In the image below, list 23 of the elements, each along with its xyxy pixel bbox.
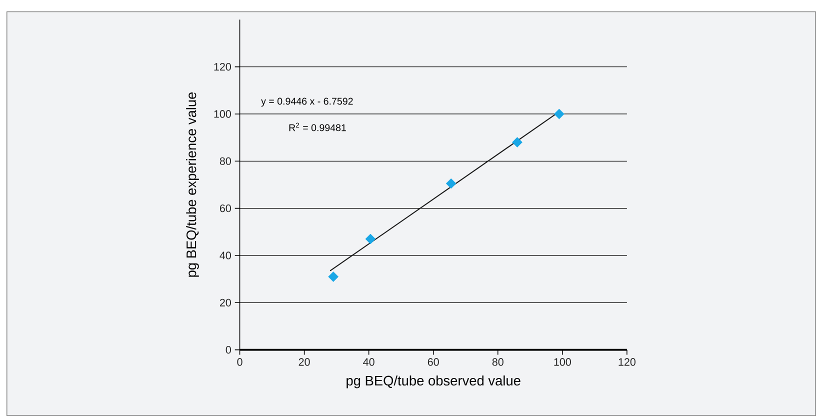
y-axis-title: pg BEQ/tube experience value [186,92,199,277]
x-axis-title: pg BEQ/tube observed value [346,375,520,388]
y-tick-label: 20 [220,298,231,306]
point [446,178,456,189]
y-tick-label: 0 [226,346,231,354]
x-tick-label: 0 [237,358,242,366]
y-tick-label: 80 [220,157,231,165]
x-tick-label: 60 [428,358,439,366]
x-tick-label: 20 [298,358,310,366]
x-tick-label: 100 [554,358,571,366]
x-tick-label: 120 [618,358,636,366]
annotation: y = 0.9446 x - 6.7592 [261,98,353,107]
annotation: R$^{2}$ = 0.99481 [289,122,346,132]
point [365,234,376,244]
y-tick-label: 120 [214,62,231,71]
y-tick-label: 100 [214,110,231,118]
y-tick-label: 40 [220,252,231,260]
x-tick-label: 80 [492,358,504,366]
point [328,272,339,282]
point [554,108,564,120]
x-tick-label: 40 [363,358,374,366]
y-tick-label: 60 [220,204,231,212]
point [512,137,522,148]
